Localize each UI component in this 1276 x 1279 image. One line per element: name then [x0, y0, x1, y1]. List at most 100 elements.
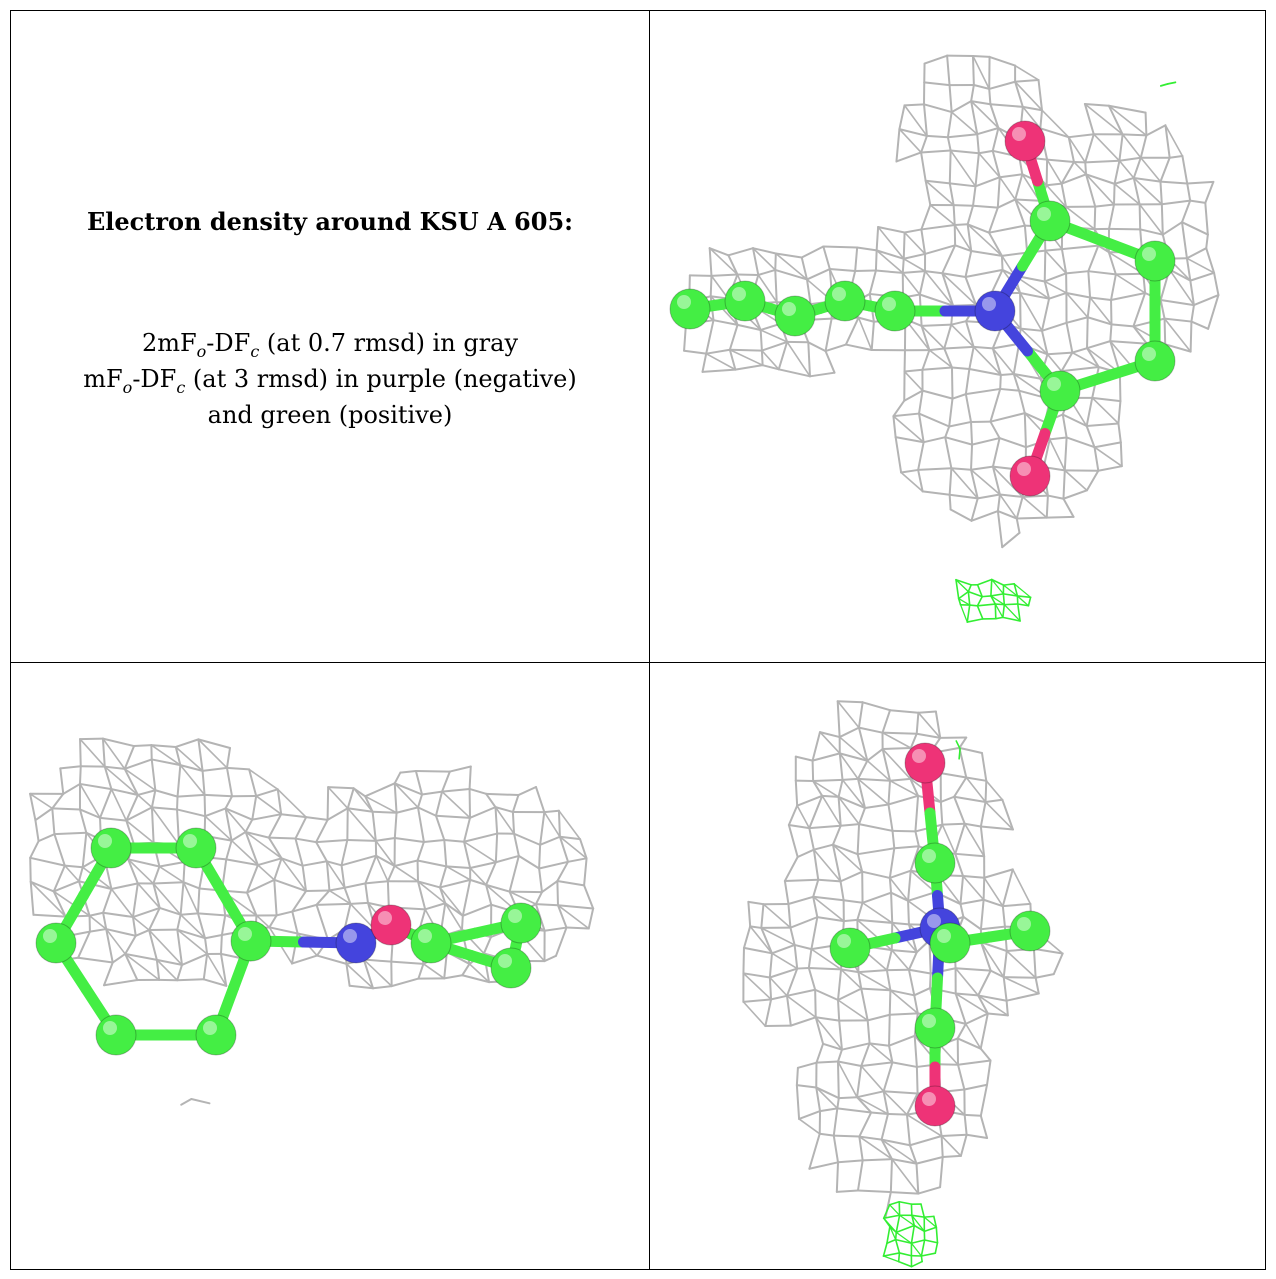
mesh-segment: [972, 83, 991, 90]
mesh-segment: [965, 1133, 989, 1139]
mesh-segment: [291, 890, 308, 913]
mesh-segment: [953, 224, 973, 252]
mesh-segment: [943, 345, 975, 350]
mesh-segment: [881, 748, 892, 782]
mesh-segment: [979, 800, 987, 828]
mesh-segment: [902, 231, 906, 260]
nitrogen-atom: [974, 290, 1016, 332]
mesh-segment: [835, 1189, 859, 1193]
mesh-segment: [224, 807, 233, 842]
mesh-segment: [1046, 158, 1075, 164]
mesh-segment: [301, 864, 308, 893]
mesh-segment: [901, 257, 905, 274]
mesh-segment: [102, 887, 113, 914]
mesh-segment: [422, 839, 446, 843]
mesh-segment: [970, 100, 979, 136]
mesh-segment: [362, 958, 375, 990]
mesh-segment: [793, 943, 813, 951]
mesh-segment: [841, 779, 866, 809]
mesh-segment: [886, 1238, 897, 1245]
mesh-segment: [888, 989, 892, 1016]
mesh-segment: [858, 806, 866, 826]
mesh-segment: [836, 1048, 843, 1063]
mesh-segment: [999, 493, 1018, 520]
mesh-segment: [1107, 104, 1147, 114]
atom-highlight: [922, 1014, 936, 1028]
mesh-segment: [979, 1012, 989, 1050]
mesh-segment: [824, 317, 833, 353]
mesh-segment: [840, 968, 863, 990]
mesh-segment: [1110, 323, 1135, 328]
mesh-segment: [556, 904, 568, 929]
mesh-segment: [800, 256, 809, 281]
mesh-segment: [990, 268, 1004, 295]
mesh-segment: [557, 904, 590, 930]
mesh-segment: [220, 914, 227, 937]
mesh-segment: [583, 884, 595, 910]
mesh-segment: [1086, 316, 1113, 326]
mesh-segment: [742, 946, 773, 955]
mesh-segment: [103, 961, 114, 987]
mesh-segment: [1023, 412, 1046, 424]
carbon-atom: [1009, 910, 1051, 952]
mesh-segment: [857, 316, 875, 323]
mesh-segment: [517, 854, 541, 870]
mesh-segment: [1164, 124, 1184, 157]
carbon-atom: [914, 1007, 956, 1049]
mesh-segment: [963, 1083, 989, 1091]
mesh-segment: [806, 278, 812, 306]
mesh-segment: [946, 136, 952, 152]
atom-highlight: [837, 934, 851, 948]
figure-grid: [10, 10, 1266, 1270]
mesh-segment: [939, 1155, 944, 1189]
mesh-segment: [325, 860, 343, 867]
mesh-segment: [892, 415, 897, 439]
mesh-segment: [968, 345, 975, 370]
mesh-segment: [787, 895, 815, 906]
mesh-segment: [917, 467, 953, 471]
atom-highlight: [98, 834, 112, 848]
atom-highlight: [498, 954, 512, 968]
mesh-segment: [225, 766, 234, 798]
mesh-segment: [807, 966, 843, 971]
mesh-segment: [1043, 280, 1068, 294]
mesh-segment: [812, 895, 845, 922]
mesh-segment: [196, 887, 201, 915]
mesh-segment: [988, 231, 1003, 257]
mesh-segment: [988, 206, 999, 234]
mesh-segment: [1063, 469, 1088, 492]
mesh-segment: [928, 349, 953, 369]
mesh-segment: [856, 1096, 873, 1114]
mesh-segment: [838, 752, 869, 762]
mesh-segment: [882, 1090, 889, 1115]
mesh-segment: [225, 858, 259, 867]
mesh-segment: [796, 1061, 818, 1069]
mesh-segment: [917, 468, 924, 493]
mesh-segment: [861, 1158, 893, 1162]
mesh-segment: [290, 954, 319, 965]
mesh-segment: [967, 590, 983, 598]
mesh-segment: [902, 257, 926, 272]
mesh-segment: [463, 816, 472, 843]
mesh-segment: [110, 788, 128, 822]
mesh-segment: [774, 268, 778, 304]
mesh-segment: [742, 925, 752, 949]
mesh-segment: [946, 111, 953, 139]
mesh-segment: [1045, 184, 1067, 208]
mesh-segment: [315, 903, 329, 941]
mesh-segment: [29, 880, 35, 916]
mesh-segment: [858, 1111, 873, 1138]
mesh-segment: [345, 963, 374, 990]
mesh-segment: [701, 368, 737, 373]
mesh-segment: [870, 1111, 889, 1115]
mesh-segment: [513, 832, 520, 857]
oxygen-atom: [370, 904, 412, 946]
mesh-segment: [999, 373, 1002, 390]
mesh-segment: [1002, 976, 1008, 1002]
mesh-segment: [734, 364, 764, 371]
mesh-segment: [1045, 515, 1075, 519]
mesh-segment: [34, 819, 40, 843]
mesh-segment: [494, 806, 514, 813]
mesh-segment: [903, 368, 924, 373]
mesh-segment: [957, 597, 962, 606]
